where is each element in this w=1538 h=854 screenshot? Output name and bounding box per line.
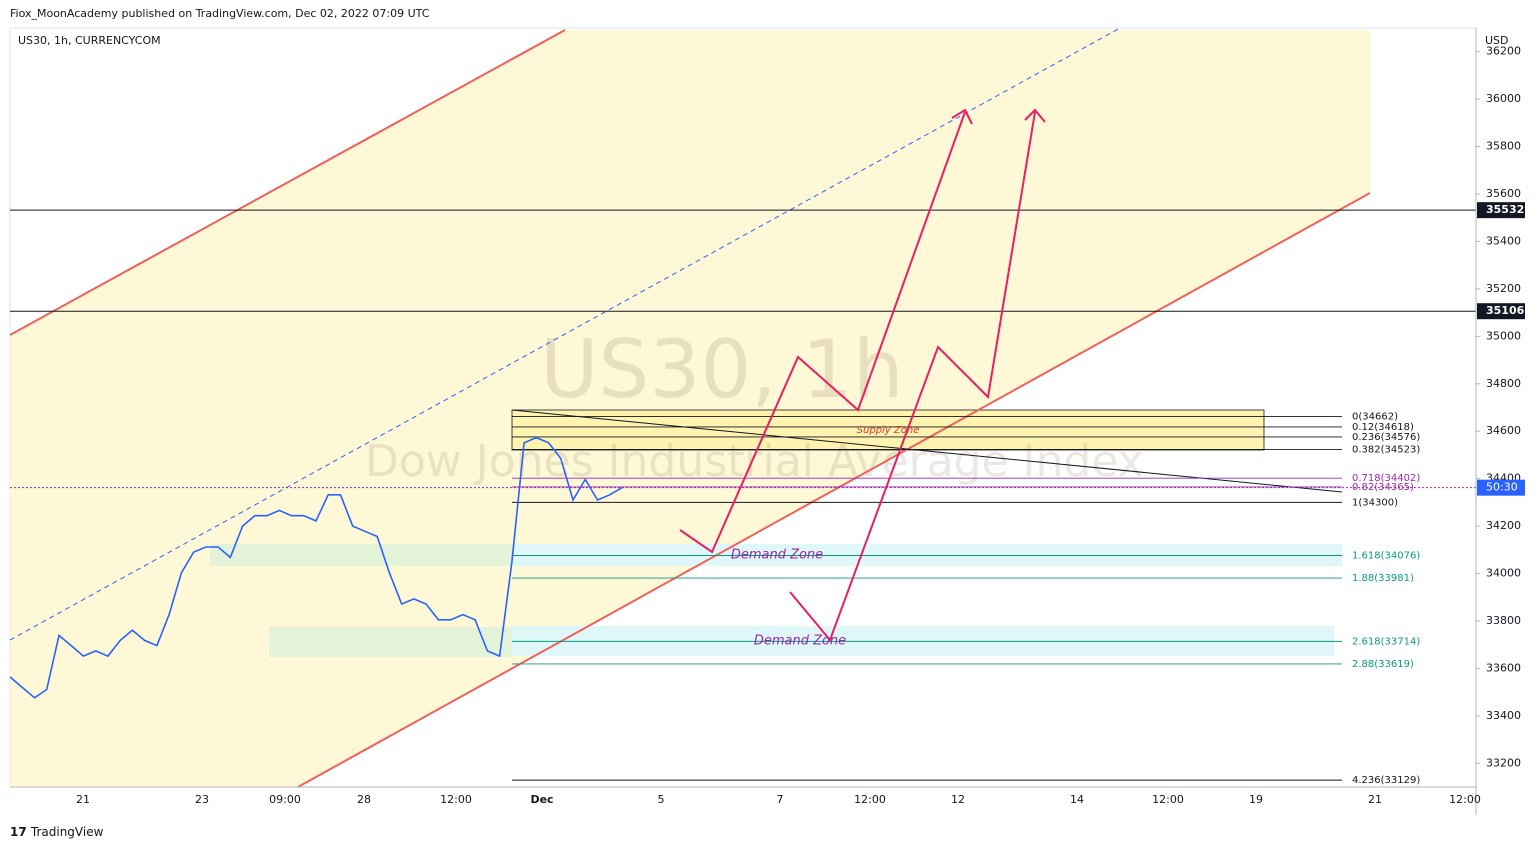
y-tick-label: 35400 bbox=[1486, 234, 1521, 247]
y-tick-label: 34800 bbox=[1486, 377, 1521, 390]
y-tick-label: 33400 bbox=[1486, 709, 1521, 722]
footer-brand: 17 TradingView bbox=[10, 825, 104, 839]
published-line: Fiox_MoonAcademy published on TradingVie… bbox=[10, 7, 430, 20]
channel-fill bbox=[10, 30, 1370, 787]
y-tick-label: 35000 bbox=[1486, 329, 1521, 342]
price-tag bbox=[1477, 303, 1525, 320]
fib-label: 0.382(34523) bbox=[1352, 444, 1420, 455]
x-tick-label: 12 bbox=[951, 793, 965, 806]
x-tick-label: 7 bbox=[777, 793, 784, 806]
watermark-title: US30, 1h bbox=[540, 323, 904, 416]
y-tick-label: 35600 bbox=[1486, 187, 1521, 200]
y-tick-label: 33800 bbox=[1486, 614, 1521, 627]
fib-label: 2.618(33714) bbox=[1352, 636, 1420, 647]
fib-label: 0.12(34618) bbox=[1352, 422, 1414, 433]
demand-label: Demand Zone bbox=[754, 634, 846, 649]
x-tick-label: 21 bbox=[76, 793, 90, 806]
y-tick-label: 33600 bbox=[1486, 661, 1521, 674]
y-tick-label: 34000 bbox=[1486, 567, 1521, 580]
x-tick-label: 19 bbox=[1249, 793, 1263, 806]
x-tick-label: 12:00 bbox=[854, 793, 886, 806]
x-tick-label: 23 bbox=[195, 793, 209, 806]
x-tick-label: 12:00 bbox=[440, 793, 472, 806]
last-price-tag bbox=[1477, 479, 1525, 496]
arrow-head bbox=[951, 108, 973, 125]
x-tick-label: 28 bbox=[357, 793, 371, 806]
supply-label: Supply Zone bbox=[857, 425, 920, 436]
left-zone bbox=[269, 627, 512, 657]
x-tick-label: 12:00 bbox=[1152, 793, 1184, 806]
y-tick-label: 33200 bbox=[1486, 756, 1521, 769]
x-tick-label: Dec bbox=[530, 793, 553, 806]
fib-label: 0.82(34365) bbox=[1352, 482, 1414, 493]
fib-label: 0.236(34576) bbox=[1352, 432, 1420, 443]
y-tick-label: 35800 bbox=[1486, 140, 1521, 153]
channel-line bbox=[9, 29, 566, 336]
countdown-label: 50:30 bbox=[1486, 481, 1518, 494]
fib-label: 2.88(33619) bbox=[1352, 659, 1414, 670]
fib-label: 0(34662) bbox=[1352, 412, 1398, 423]
price-tag-label: 35532 bbox=[1486, 203, 1524, 216]
left-zone bbox=[210, 544, 512, 566]
demand-zone bbox=[512, 544, 1342, 566]
currency-label: USD bbox=[1485, 34, 1509, 47]
price-line-series bbox=[9, 436, 623, 699]
y-tick-label: 35200 bbox=[1486, 282, 1521, 295]
fib-label: 1.88(33981) bbox=[1352, 573, 1414, 584]
y-tick-label: 36000 bbox=[1486, 92, 1521, 105]
projection-arrow bbox=[679, 111, 966, 554]
x-tick-label: 12:00 bbox=[1449, 793, 1481, 806]
chart-layer bbox=[9, 209, 1476, 781]
price-tag-label: 35106 bbox=[1486, 304, 1525, 317]
fib-label: 0.718(34402) bbox=[1352, 473, 1420, 484]
y-tick-label: 34600 bbox=[1486, 424, 1521, 437]
symbol-label: US30, 1h, CURRENCYCOM bbox=[18, 34, 161, 47]
watermark-subtitle: Dow Jones Industrial Average Index bbox=[365, 436, 1144, 487]
x-tick-label: 21 bbox=[1368, 793, 1382, 806]
arrow-head bbox=[1024, 108, 1046, 123]
fib-label: 1.618(34076) bbox=[1352, 551, 1420, 562]
fib-label: 1(34300) bbox=[1352, 497, 1398, 508]
x-tick-label: 14 bbox=[1070, 793, 1084, 806]
channel-line bbox=[297, 192, 1371, 788]
x-tick-label: 09:00 bbox=[269, 793, 301, 806]
channel-midline bbox=[9, 27, 1121, 641]
x-tick-label: 5 bbox=[658, 793, 665, 806]
fib-label: 4.236(33129) bbox=[1352, 775, 1420, 786]
demand-label: Demand Zone bbox=[731, 548, 823, 563]
projection-arrow bbox=[789, 111, 1036, 642]
y-tick-label: 36200 bbox=[1486, 45, 1521, 58]
price-tag bbox=[1477, 202, 1525, 219]
y-tick-label: 34200 bbox=[1486, 519, 1521, 532]
